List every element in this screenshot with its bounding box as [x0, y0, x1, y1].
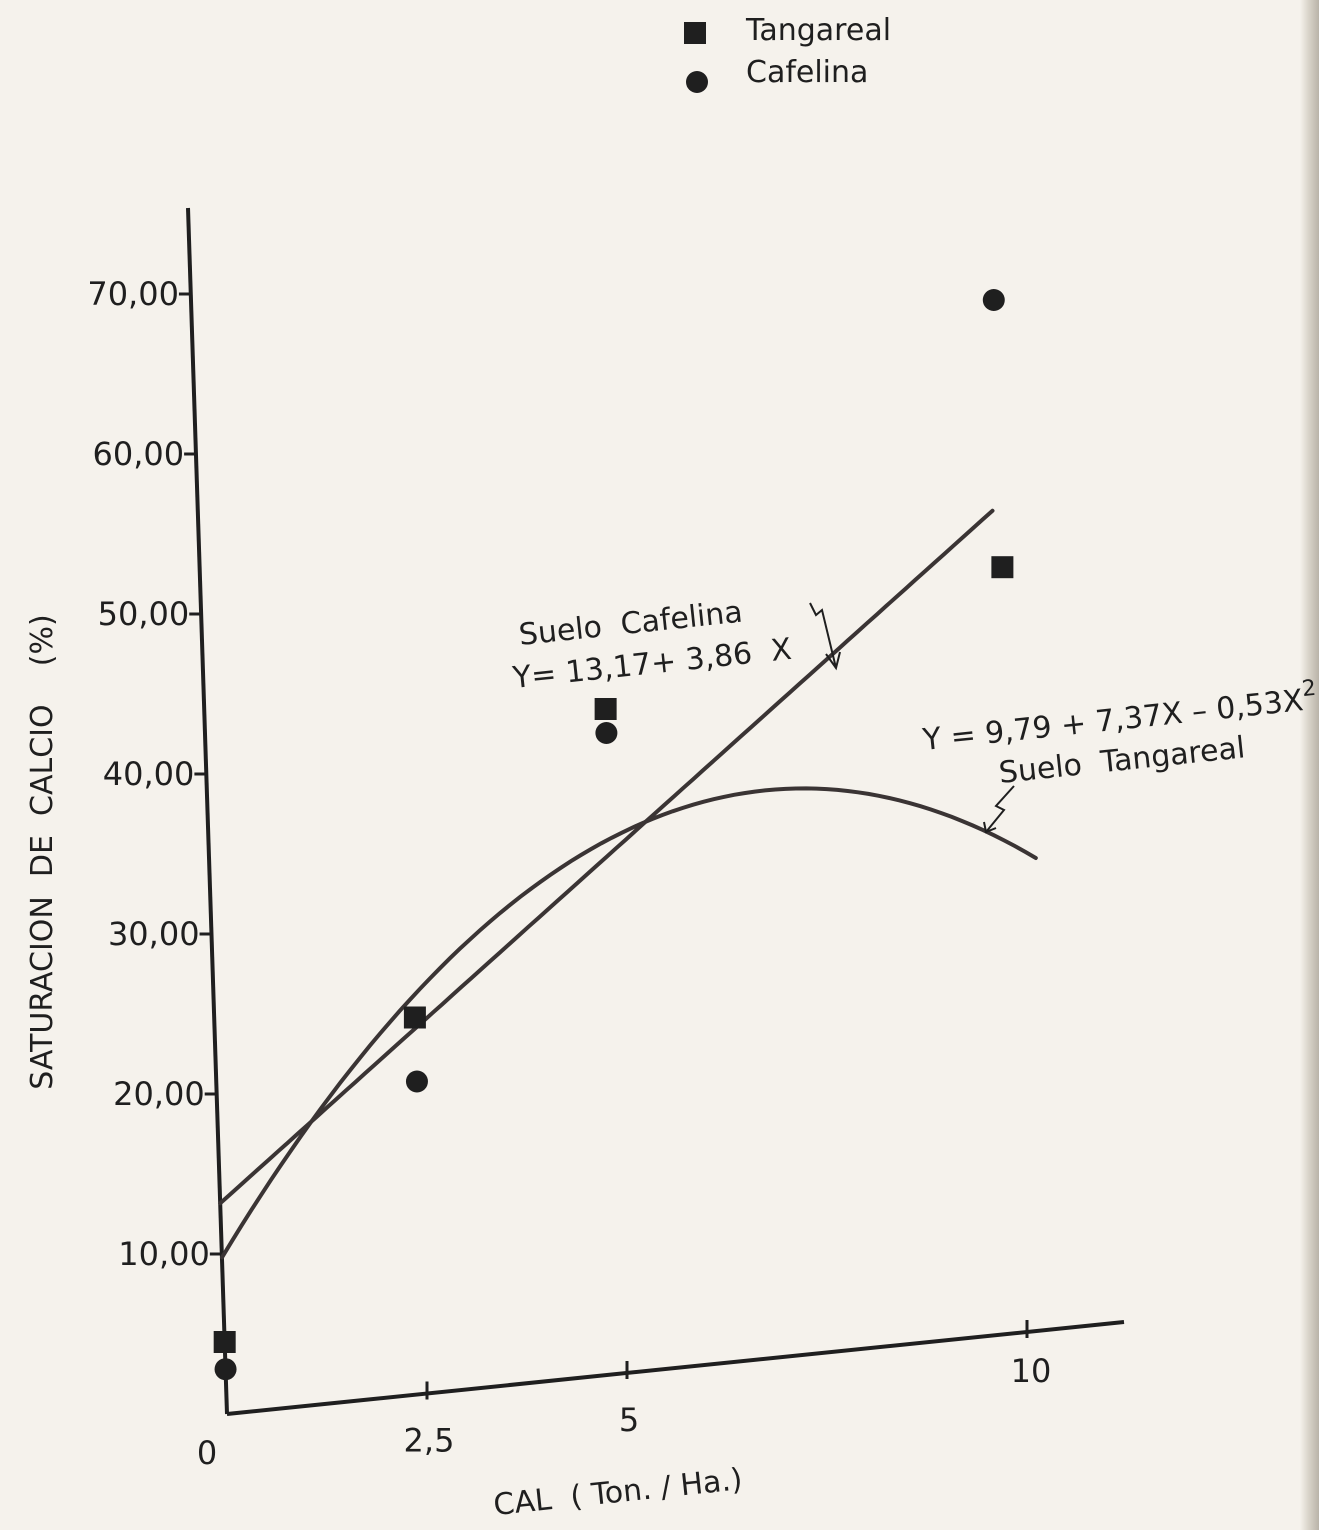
x-tick-label: 5 — [619, 1401, 639, 1439]
y-tick-label: 50,00 — [98, 595, 190, 633]
legend-marker-cafelina — [686, 71, 708, 93]
point-cafelina — [214, 1358, 237, 1381]
x-axis-line — [226, 1320, 1125, 1416]
point-tangareal — [213, 1331, 236, 1353]
axes — [186, 207, 1125, 1416]
fit-curves — [218, 508, 1038, 1260]
y-tick-label: 70,00 — [87, 275, 179, 313]
point-cafelina — [405, 1070, 428, 1093]
y-axis-title: SATURACION DE CALCIO (%) — [25, 614, 60, 1089]
x-tick-label: 2,5 — [404, 1422, 455, 1460]
point-cafelina — [982, 289, 1005, 311]
page-edge-shadow — [1300, 0, 1319, 1530]
y-tick-label: 40,00 — [103, 755, 195, 793]
y-ticks: 10,00 20,00 30,00 40,00 50,00 60,00 70,00 — [87, 275, 222, 1273]
fit-line-tangareal — [220, 786, 1038, 1260]
fit-line-cafelina — [218, 508, 995, 1206]
legend-label-tangareal: Tangareal — [745, 13, 891, 48]
y-tick-label: 30,00 — [108, 915, 200, 953]
point-tangareal — [594, 698, 617, 720]
cafelina-fit-arrow — [809, 602, 841, 671]
legend-marker-tangareal — [684, 22, 706, 44]
legend: Tangareal Cafelina — [684, 13, 891, 93]
data-points — [213, 289, 1014, 1381]
y-tick-label: 10,00 — [118, 1235, 210, 1273]
x-tick-label: 0 — [197, 1434, 217, 1472]
tangareal-fit-arrow — [983, 785, 1015, 834]
y-tick-label: 60,00 — [92, 435, 184, 473]
point-tangareal — [991, 556, 1014, 579]
y-tick-label: 20,00 — [113, 1075, 205, 1113]
x-axis-title: CAL ( Ton. / Ha.) — [492, 1462, 744, 1523]
tangareal-fit-equation-exponent: 2 — [1301, 676, 1318, 702]
point-tangareal — [403, 1006, 426, 1029]
y-axis-line — [186, 207, 229, 1415]
x-ticks: 0 2,5 5 10 — [197, 1320, 1052, 1472]
annotations: Suelo Cafelina Y= 13,17+ 3,86 X Y = 9,79… — [510, 595, 1318, 834]
x-tick-label: 10 — [1011, 1352, 1052, 1390]
legend-label-cafelina: Cafelina — [746, 55, 868, 90]
point-cafelina — [595, 722, 618, 744]
